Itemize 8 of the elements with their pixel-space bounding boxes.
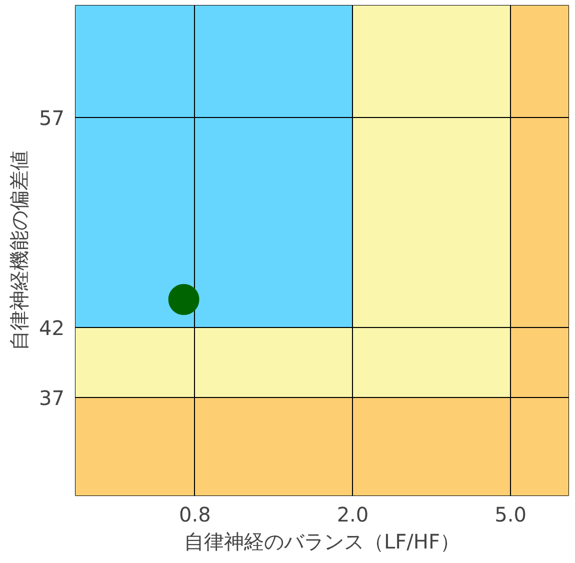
y-axis-title: 自律神経機能の偏差値 bbox=[7, 150, 32, 350]
x-tick-label: 5.0 bbox=[494, 502, 526, 526]
y-tick-label: 57 bbox=[39, 106, 65, 130]
y-tick-label: 42 bbox=[39, 316, 65, 340]
x-tick-label: 0.8 bbox=[178, 502, 211, 526]
x-axis-title: 自律神経のバランス（LF/HF） bbox=[184, 530, 460, 554]
x-tick-label: 2.0 bbox=[336, 502, 369, 526]
y-tick-label: 37 bbox=[39, 386, 65, 410]
